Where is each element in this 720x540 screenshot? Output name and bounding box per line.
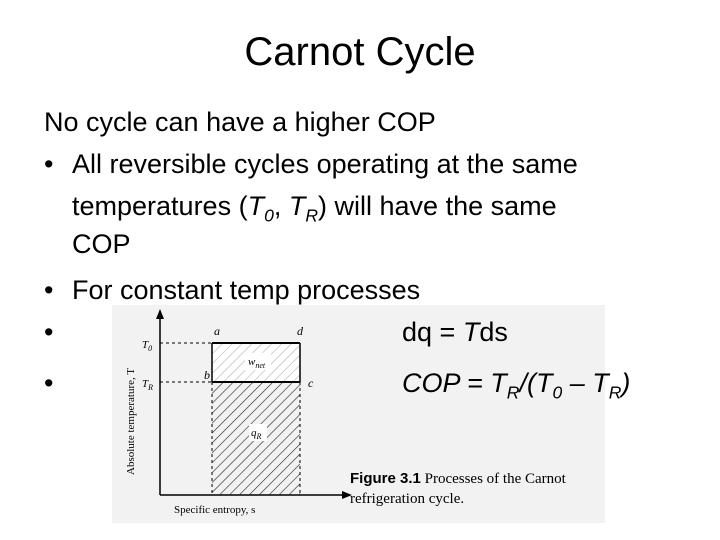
bullet-marker-1: • [44,149,54,179]
caption-figure-number: Figure 3.1 [350,470,421,487]
bullet-marker-2: • [44,275,54,305]
t0-axis-label: T0 [142,339,152,353]
point-a: a [214,324,220,338]
figure-caption: Figure 3.1 Processes of the Carnot refri… [350,469,600,509]
t0-subscript: 0 [264,205,274,226]
caption-text: Processes of the Carnot refrigeration cy… [350,471,566,507]
eq2-sub-r: R [506,382,520,403]
tr-subscript: R [305,205,319,226]
y-axis-label: Absolute temperature, T [125,368,137,475]
point-d: d [297,324,304,338]
equation-dq: dq = Tds [402,316,508,348]
equation-cop: COP = TR/(T0 – TR) [402,367,630,408]
bullet1-line1: All reversible cycles operating at the s… [72,149,578,179]
tr-axis-label: TR [142,378,153,392]
carnot-ts-diagram: Absolute temperature, T Specific entropy… [112,305,605,523]
ts-diagram-svg: Absolute temperature, T Specific entropy… [125,309,352,516]
point-b: b [204,368,210,382]
eq2-sub-r2: R [608,382,622,403]
eq2-mid: /(T [519,368,553,398]
t0-symbol: T [247,191,265,221]
eq1-ds: ds [479,317,508,347]
bullet1-line2: temperatures (T0, TR) will have the same [72,190,557,231]
bullet-marker-3: • [44,317,54,347]
eq2-dash: – T [562,368,609,398]
bullet2-text: For constant temp processes [72,275,421,305]
bullet-marker-4: • [44,368,54,398]
x-axis-label: Specific entropy, s [174,504,255,516]
x-axis-arrow [342,491,352,499]
slide-title: Carnot Cycle [244,30,476,74]
y-axis-arrow [156,309,164,319]
bullet1-sep: , [273,191,289,221]
eq1-d: dq = [402,317,463,347]
eq1-t: T [462,317,480,347]
bullet1-text-b: ) will have the same [318,191,557,221]
point-c: c [308,376,314,390]
eq2-cop: COP = T [402,368,507,398]
bullet1-text-a: temperatures ( [72,191,248,221]
intro-line: No cycle can have a higher COP [44,107,436,137]
wnet-label: wnet [248,356,266,370]
tr-symbol: T [288,191,306,221]
eq2-end: ) [621,368,631,398]
eq2-sub-0: 0 [552,382,563,403]
qr-label: qR [251,427,262,441]
bullet1-line3: COP [72,229,131,259]
